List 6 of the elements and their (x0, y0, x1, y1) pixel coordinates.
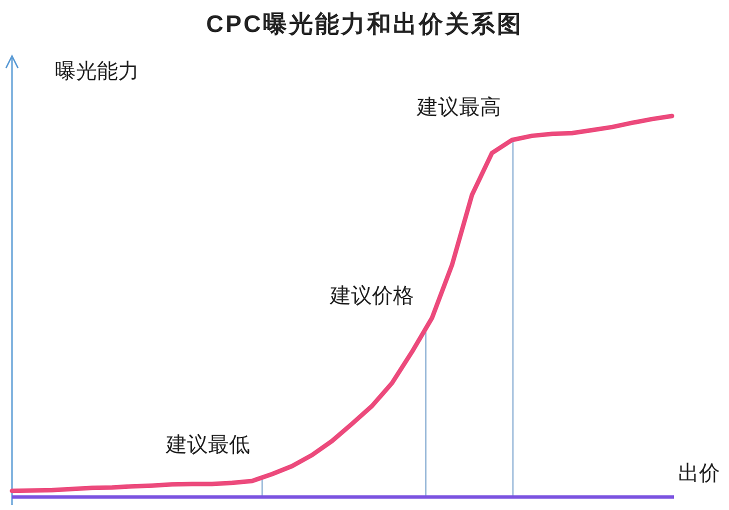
annotation: 建议最高 (416, 96, 501, 119)
annotation: 建议最低 (165, 434, 250, 457)
y-axis-title: 曝光能力 (55, 60, 139, 83)
chart-title: CPC曝光能力和出价关系图 (206, 11, 523, 38)
x-axis-title: 出价 (678, 462, 720, 485)
annotation: 建议价格 (328, 284, 414, 308)
